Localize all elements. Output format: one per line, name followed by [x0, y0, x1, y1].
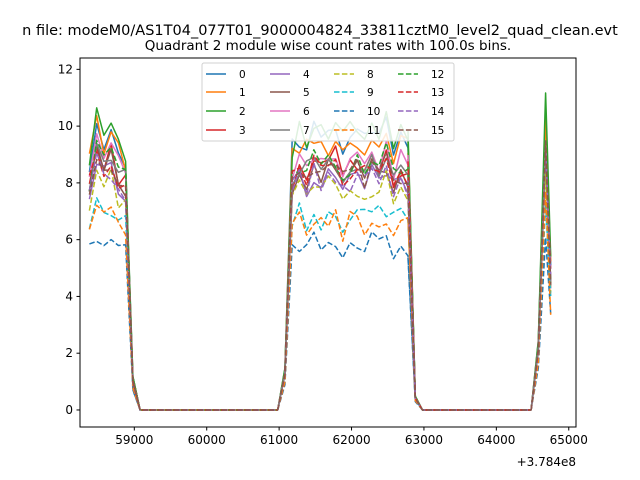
- series-line-1-segment-2: [276, 132, 417, 411]
- legend-label-4: 4: [303, 69, 310, 81]
- series-line-12-segment-1: [132, 380, 278, 411]
- legend-label-13: 13: [431, 87, 444, 99]
- series-line-8-segment-3: [407, 188, 532, 411]
- series-line-1-segment-3: [407, 152, 532, 411]
- y-tick-label: 8: [65, 176, 73, 190]
- legend-frame: [201, 62, 455, 142]
- legend-label-9: 9: [367, 87, 374, 99]
- legend-label-2: 2: [239, 106, 246, 118]
- series-line-0-segment-3: [407, 143, 532, 411]
- series-line-13-segment-3: [407, 161, 532, 411]
- legend-label-3: 3: [239, 125, 246, 137]
- series-line-6-segment-1: [132, 379, 278, 411]
- series-line-15-segment-2: [276, 151, 417, 411]
- legend-label-15: 15: [431, 125, 444, 137]
- series-line-8-segment-1: [132, 383, 278, 411]
- series-line-3-segment-1: [132, 380, 278, 411]
- legend-label-10: 10: [367, 106, 380, 118]
- series-line-4-segment-3: [407, 187, 532, 411]
- x-offset-label: +3.784e8: [517, 455, 576, 469]
- series-line-3-segment-2: [276, 145, 417, 411]
- series-line-14-segment-3: [407, 180, 532, 411]
- y-tick-label: 2: [65, 346, 73, 360]
- series-line-9-segment-1: [132, 386, 278, 411]
- series-line-2-segment-3: [407, 130, 532, 411]
- y-tick-label: 10: [58, 119, 73, 133]
- x-tick-label: 64000: [477, 433, 515, 447]
- series-line-10-segment-1: [132, 389, 278, 411]
- series-line-11-segment-3: [407, 217, 532, 411]
- figure-suptitle: n file: modeM0/AS1T04_077T01_9000004824_…: [22, 23, 618, 39]
- legend-label-14: 14: [431, 106, 445, 118]
- series-line-15-segment-0: [88, 158, 141, 411]
- series-line-14-segment-2: [276, 162, 417, 411]
- chart-title: Quadrant 2 module wise count rates with …: [145, 38, 511, 54]
- y-tick-label: 0: [65, 403, 73, 417]
- series-line-7-segment-3: [407, 176, 532, 411]
- legend-label-12: 12: [431, 69, 444, 81]
- series-line-4-segment-2: [276, 163, 417, 411]
- series-line-2-segment-1: [132, 376, 278, 411]
- series-line-12-segment-0: [88, 139, 141, 411]
- y-axis: 0 2 4 6 8 10 12: [58, 62, 80, 417]
- series-line-10-segment-3: [407, 257, 532, 411]
- series-line-5-segment-3: [407, 178, 532, 411]
- x-tick-label: 60000: [188, 433, 226, 447]
- series-line-15-segment-4: [530, 140, 552, 411]
- series-line-15-segment-3: [407, 187, 532, 411]
- x-tick-label: 59000: [115, 433, 153, 447]
- series-line-10-segment-2: [276, 231, 417, 411]
- series-line-8-segment-0: [88, 167, 141, 411]
- series-line-11-segment-2: [276, 209, 417, 411]
- legend-label-7: 7: [303, 125, 310, 137]
- x-tick-label: 63000: [405, 433, 443, 447]
- series-line-6-segment-3: [407, 154, 532, 411]
- series-line-11-segment-1: [132, 387, 278, 411]
- series-line-0-segment-1: [132, 377, 278, 411]
- series-line-3-segment-3: [407, 158, 532, 411]
- x-tick-label: 62000: [332, 433, 370, 447]
- legend-label-1: 1: [239, 87, 246, 99]
- x-tick-label: 61000: [260, 433, 298, 447]
- series-line-12-segment-3: [407, 166, 532, 411]
- series-line-5-segment-1: [132, 381, 278, 411]
- series-line-7-segment-1: [132, 380, 278, 411]
- x-tick-label: 65000: [550, 433, 588, 447]
- y-tick-label: 4: [65, 289, 73, 303]
- series-line-14-segment-1: [132, 382, 278, 411]
- series-line-13-segment-2: [276, 154, 417, 411]
- series-line-8-segment-2: [276, 169, 417, 411]
- x-axis: 59000 60000 61000 62000 63000 64000 65000: [115, 427, 588, 447]
- legend-label-11: 11: [367, 125, 380, 137]
- series-line-13-segment-1: [132, 380, 278, 411]
- legend-label-5: 5: [303, 87, 310, 99]
- series-line-5-segment-2: [276, 158, 417, 411]
- plot-area-frame: [79, 57, 577, 428]
- y-tick-label: 12: [58, 62, 73, 76]
- series-line-4-segment-1: [132, 381, 278, 411]
- legend-label-6: 6: [303, 106, 310, 118]
- legend-label-8: 8: [367, 69, 374, 81]
- y-tick-label: 6: [65, 233, 73, 247]
- series-line-15-segment-1: [132, 381, 278, 411]
- legend-label-0: 0: [239, 69, 246, 81]
- series-line-1-segment-1: [132, 377, 278, 411]
- series-line-9-segment-3: [407, 219, 532, 411]
